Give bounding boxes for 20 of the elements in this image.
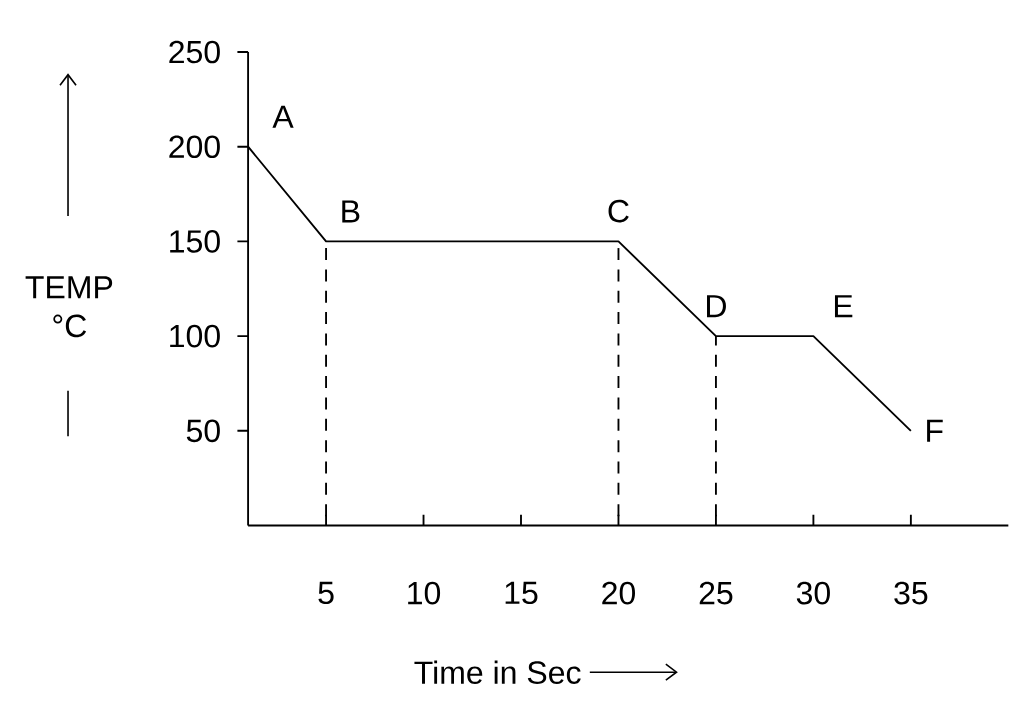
annotation: F (927, 420, 943, 443)
x-tick-label: 5 (318, 582, 334, 605)
y-tick-label: 200 (169, 135, 220, 159)
annotation: E (834, 295, 853, 318)
y-tick-label: 100 (170, 325, 220, 348)
x-tick-label: 15 (505, 582, 538, 605)
y-tick-label: 250 (169, 40, 220, 64)
x-tick-label: 20 (602, 582, 635, 605)
y-tick-label: 150 (170, 230, 220, 253)
annotation: B (342, 200, 360, 223)
y-tick-label: 50 (186, 419, 220, 443)
annotation: A (272, 105, 294, 128)
x-tick-label: 35 (894, 582, 928, 605)
x-tick-label: 10 (408, 582, 441, 605)
annotation: D (707, 295, 726, 318)
y-axis-title: TEMP °C (25, 276, 113, 338)
x-tick-label: 30 (796, 582, 830, 605)
annotation: C (608, 200, 629, 223)
x-axis-title: Time in Sec (414, 660, 581, 685)
x-tick-label: 25 (699, 582, 733, 605)
